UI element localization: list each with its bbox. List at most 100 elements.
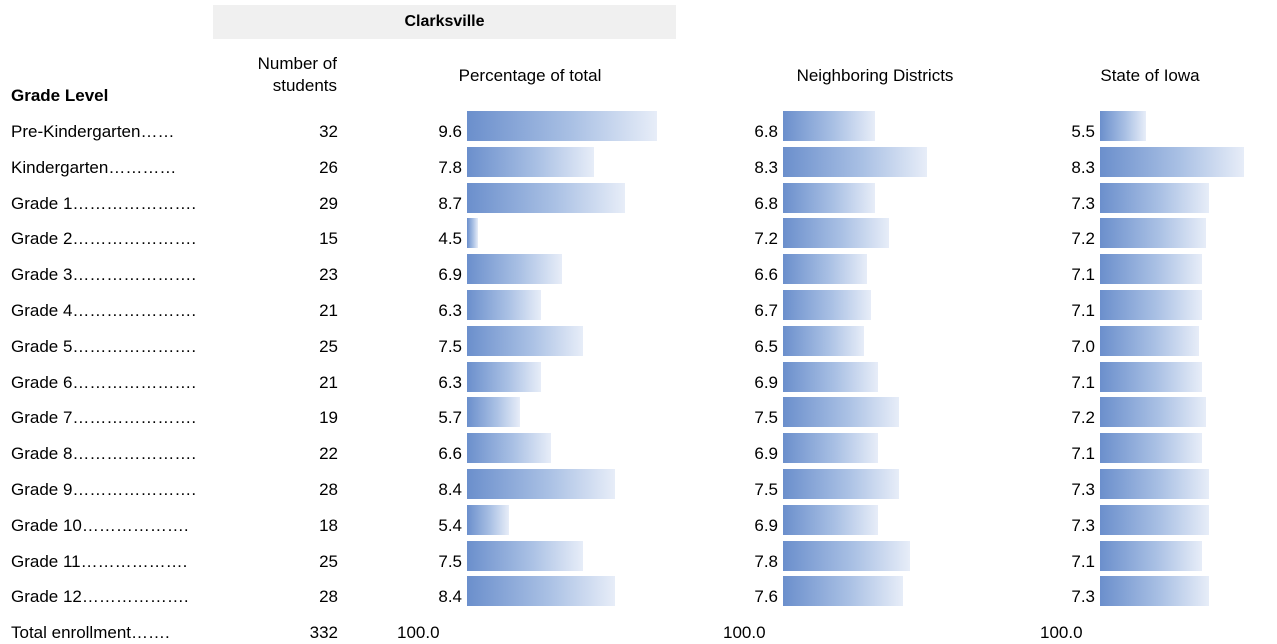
- grade-label: Grade 8………………….: [11, 444, 197, 464]
- state-value: 7.3: [1071, 480, 1095, 499]
- state-bar: [1100, 433, 1203, 464]
- neighbor-value: 7.2: [754, 229, 778, 249]
- pct-bar: [467, 469, 615, 499]
- state-bar: [1100, 397, 1206, 428]
- students-value: 19: [319, 408, 338, 428]
- total-state-value: 100.0: [1040, 623, 1083, 643]
- pct-value: 6.6: [438, 444, 462, 464]
- state-bar: [1100, 146, 1245, 177]
- neighbor-bar: [783, 504, 879, 535]
- state-value: 7.3: [1071, 515, 1095, 535]
- pct-value: 5.7: [438, 408, 462, 428]
- students-value: 15: [319, 229, 338, 249]
- state-value: 7.2: [1071, 408, 1095, 428]
- neighbor-value: 6.8: [754, 193, 778, 213]
- pct-value: 8.4: [438, 480, 462, 499]
- pct-value: 8.7: [438, 193, 462, 213]
- pct-bar: [467, 504, 510, 535]
- grade-label: Grade 12……………….: [11, 587, 189, 607]
- state-bar: [1100, 182, 1210, 213]
- students-value: 32: [319, 122, 338, 141]
- state-value: 7.1: [1071, 265, 1095, 285]
- neighbor-value: 6.5: [754, 336, 778, 356]
- neighbor-value: 8.3: [754, 157, 778, 177]
- grade-label: Pre-Kindergarten……: [11, 122, 175, 141]
- pct-value: 8.4: [438, 587, 462, 607]
- neighbor-bar: [783, 111, 875, 141]
- neighbor-bar: [783, 361, 879, 392]
- state-value: 7.1: [1071, 551, 1095, 571]
- total-pct-value: 100.0: [397, 623, 440, 643]
- grade-label: Grade 7………………….: [11, 408, 197, 428]
- total-neighbor-value: 100.0: [723, 623, 766, 643]
- state-bar: [1100, 218, 1206, 249]
- state-value: 7.0: [1071, 336, 1095, 356]
- neighbor-bar: [783, 397, 900, 428]
- pct-bar: [467, 182, 626, 213]
- students-value: 18: [319, 515, 338, 535]
- state-of-iowa-header: State of Iowa: [1100, 66, 1200, 85]
- neighboring-districts-header: Neighboring Districts: [796, 66, 954, 85]
- pct-bar: [467, 218, 478, 249]
- neighbor-bar: [783, 469, 900, 499]
- students-value: 22: [319, 444, 338, 464]
- neighbor-value: 6.9: [754, 444, 778, 464]
- state-value: 7.1: [1071, 444, 1095, 464]
- pct-bar: [467, 325, 584, 356]
- students-value: 26: [319, 157, 338, 177]
- grade-label: Grade 5………………….: [11, 336, 197, 356]
- neighbor-bar: [783, 254, 868, 285]
- state-bar: [1100, 290, 1203, 320]
- students-value: 25: [319, 336, 338, 356]
- total-students-value: 332: [309, 623, 338, 643]
- neighbor-bar: [783, 325, 864, 356]
- students-value: 25: [319, 551, 338, 571]
- neighbor-value: 7.6: [754, 587, 778, 607]
- pct-bar: [467, 254, 563, 285]
- state-bar: [1100, 361, 1203, 392]
- state-bar: [1100, 469, 1210, 499]
- grade-label: Grade 3………………….: [11, 265, 197, 285]
- state-value: 7.2: [1071, 229, 1095, 249]
- grade-label: Grade 10……………….: [11, 515, 189, 535]
- pct-value: 4.5: [438, 229, 462, 249]
- students-value: 23: [319, 265, 338, 285]
- neighbor-bar: [783, 433, 879, 464]
- state-bar: [1100, 504, 1210, 535]
- neighbor-value: 7.5: [754, 480, 778, 499]
- pct-value: 5.4: [438, 515, 462, 535]
- state-value: 7.3: [1071, 193, 1095, 213]
- state-bar: [1100, 325, 1199, 356]
- grade-label: Grade 1………………….: [11, 193, 197, 213]
- neighbor-value: 6.8: [754, 122, 778, 141]
- state-bar: [1100, 540, 1203, 571]
- students-value: 28: [319, 480, 338, 499]
- pct-value: 6.9: [438, 265, 462, 285]
- neighbor-value: 7.5: [754, 408, 778, 428]
- state-value: 5.5: [1071, 122, 1095, 141]
- pct-bar: [467, 397, 520, 428]
- grade-label: Grade 9………………….: [11, 480, 197, 499]
- percentage-of-total-header: Percentage of total: [458, 66, 602, 85]
- pct-bar: [467, 433, 552, 464]
- students-value: 29: [319, 193, 338, 213]
- neighbor-value: 6.6: [754, 265, 778, 285]
- students-value: 21: [319, 301, 338, 320]
- state-bar: [1100, 254, 1203, 285]
- state-value: 7.3: [1071, 587, 1095, 607]
- number-of-students-header: Number of students: [257, 54, 337, 95]
- state-value: 7.1: [1071, 301, 1095, 320]
- neighbor-bar: [783, 576, 903, 607]
- pct-value: 6.3: [438, 372, 462, 392]
- pct-bar: [467, 361, 541, 392]
- neighbor-bar: [783, 290, 871, 320]
- neighbor-value: 6.9: [754, 372, 778, 392]
- grade-label: Grade 11……………….: [11, 551, 188, 571]
- students-value: 28: [319, 587, 338, 607]
- pct-value: 7.5: [438, 551, 462, 571]
- pct-bar: [467, 540, 584, 571]
- pct-value: 9.6: [438, 122, 462, 141]
- total-label: Total enrollment…….: [11, 623, 170, 643]
- students-value: 21: [319, 372, 338, 392]
- grade-label: Grade 4………………….: [11, 301, 197, 320]
